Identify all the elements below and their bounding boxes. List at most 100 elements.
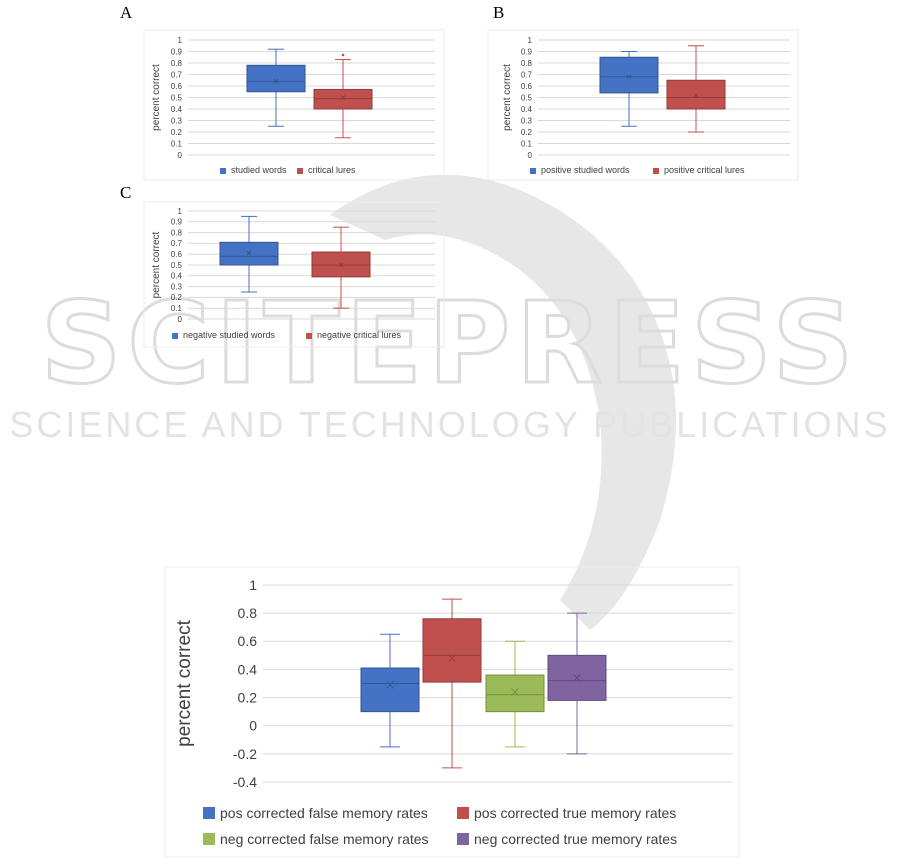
y-tick-label: 1 [178,207,183,216]
iqr-box [599,56,659,94]
y-tick-label: -0.4 [233,774,257,790]
box-4 [547,612,607,755]
y-tick-label: 0 [528,151,533,160]
legend-label: critical lures [308,165,356,175]
y-tick-label: 0.3 [521,116,533,125]
iqr-box [422,618,482,683]
chart-b-svg: B 0 0.1 0.2 0.3 0.4 0.5 0.6 0.7 0.8 0.9 1 percent co… [487,3,799,181]
mean-marker [273,79,279,84]
y-tick-label: 0 [249,718,257,734]
legend-item: critical lures [297,165,356,175]
y-tick-label: 0.7 [171,239,183,248]
legend-item: negative studied words [172,330,276,340]
legend-swatch [530,168,536,174]
y-tick-label: 0.1 [171,304,183,313]
y-tick-label: 0.7 [521,70,533,79]
watermark-logo-shape [330,174,676,630]
legend-label: pos corrected false memory rates [220,805,428,821]
y-tick-label: 0.2 [521,128,533,137]
legend-item: positive critical lures [653,165,745,175]
y-tick-label: 0.6 [521,82,533,91]
legend-swatch [457,833,469,845]
box-2 [422,598,482,769]
y-tick-label: 0.9 [171,47,183,56]
y-tick-label: 0.6 [171,82,183,91]
legend-swatch [172,333,178,339]
y-tick-label: 0.3 [171,282,183,291]
chart-a-svg: A 0 0.1 0.2 0.3 0.4 0.5 0.6 0.7 0.8 0.9 1 percent co… [120,3,445,181]
legend-item: studied words [220,165,287,175]
mean-marker [693,92,699,98]
y-tick-label: 0.7 [171,70,183,79]
y-axis-label: percent correct [151,231,162,298]
iqr-box [246,64,306,93]
y-tick-label: 0.9 [521,47,533,56]
legend-label: neg corrected false memory rates [220,831,429,847]
legend-label: neg corrected true memory rates [474,831,677,847]
legend-item: positive studied words [530,165,630,175]
chart-frame [164,566,740,858]
box-2 [666,45,726,133]
y-tick-label: 0 [178,315,183,324]
box-2 [313,53,373,139]
box-3 [485,640,545,748]
chart-d: -0.4 -0.2 0 0.2 0.4 0.6 0.8 1 percent correct pos… [163,565,743,860]
chart-c-svg: C 0 0.1 0.2 0.30.4 0.5 0.6 0.7 0.80.9 1 percent co… [120,183,445,348]
legend-label: negative studied words [183,330,276,340]
y-tick-label: 0.5 [171,261,183,270]
y-tick-label: 0.8 [171,228,183,237]
iqr-box [313,88,373,110]
legend-swatch [203,807,215,819]
mean-marker [338,262,344,268]
panel-label: C [120,183,131,202]
chart-frame [487,29,799,181]
y-tick-label: 0.4 [171,105,183,114]
outlier-point [341,53,345,57]
y-tick-label: 0.2 [171,128,183,137]
y-tick-label: 0.8 [521,59,533,68]
mean-marker [340,95,346,100]
legend-swatch [297,168,303,174]
chart-a: A 0 0.1 0.2 0.3 0.4 0.5 0.6 0.7 0.8 0.9 1 percent co… [110,0,455,185]
watermark-title: SCITEPRESS [41,279,860,409]
mean-marker [573,674,581,682]
y-tick-label: 0.6 [238,633,258,649]
legend-label: negative critical lures [317,330,402,340]
legend-label: positive studied words [541,165,630,175]
mean-marker [511,688,519,696]
mean-marker [246,250,252,256]
chart-frame [143,29,445,181]
y-tick-label: 0.2 [238,689,258,705]
y-tick-label: 0.4 [521,105,533,114]
box-1 [599,51,659,127]
legend-swatch [220,168,226,174]
legend-item: neg corrected false memory rates [203,831,429,847]
y-tick-label: 0.4 [171,272,183,281]
box-1 [219,215,279,293]
legend-label: studied words [231,165,287,175]
y-tick-label: 1 [178,36,183,45]
box-1 [246,48,306,127]
legend-item: pos corrected true memory rates [457,805,676,821]
y-tick-label: 0.6 [171,250,183,259]
legend-item: negative critical lures [306,330,402,340]
y-tick-label: 1 [249,577,257,593]
y-axis-label: percent correct [151,64,162,131]
y-tick-label: 0.5 [171,93,183,102]
y-tick-label: 0.1 [521,139,533,148]
legend-label: positive critical lures [664,165,745,175]
chart-d-svg: -0.4 -0.2 0 0.2 0.4 0.6 0.8 1 percent correct pos… [164,566,740,858]
legend-item: neg corrected true memory rates [457,831,677,847]
y-tick-label: 0.5 [521,93,533,102]
watermark-subtitle: SCIENCE AND TECHNOLOGY PUBLICATIONS [9,404,890,445]
y-tick-label: 1 [528,36,533,45]
legend-label: pos corrected true memory rates [474,805,676,821]
legend-swatch [306,333,312,339]
y-tick-label: 0.4 [238,661,258,677]
y-tick-label: 0 [178,151,183,160]
legend-swatch [653,168,659,174]
panel-label: A [120,3,133,22]
mean-marker [626,74,632,80]
y-tick-label: 0.9 [171,218,183,227]
